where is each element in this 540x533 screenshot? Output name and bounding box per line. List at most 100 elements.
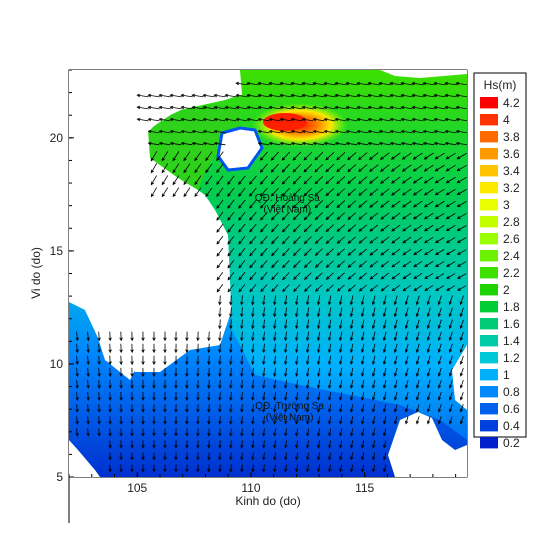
wave-arrow-shaft: [230, 440, 232, 448]
wave-arrow-head: [350, 444, 354, 449]
wave-arrow-head: [426, 420, 431, 425]
wave-arrow-shaft: [227, 223, 235, 233]
wave-arrow-head: [404, 372, 409, 377]
wave-arrow-head: [141, 432, 145, 437]
wave-arrow-head: [235, 81, 240, 86]
wave-arrow-shaft: [306, 428, 310, 436]
wave-arrow-shaft: [456, 82, 467, 86]
wave-arrow-shaft: [416, 331, 420, 341]
wave-arrow-head: [328, 456, 332, 461]
wave-arrow-head: [338, 301, 343, 306]
wave-arrow-head: [284, 468, 288, 473]
wave-arrow-head: [251, 456, 255, 461]
wave-arrow-head: [262, 325, 266, 330]
wave-arrow-shaft: [346, 94, 358, 98]
wave-arrow-shaft: [427, 319, 431, 329]
wave-arrow-head: [456, 239, 461, 243]
wave-arrow-head: [108, 420, 112, 425]
wave-arrow-shaft: [361, 379, 365, 389]
wave-arrow-shaft: [449, 404, 453, 412]
wave-arrow-head: [213, 93, 218, 98]
wave-arrow-head: [317, 420, 321, 425]
wave-arrow-shaft: [413, 260, 423, 268]
wave-arrow-head: [367, 129, 372, 134]
hainan-island: [216, 126, 264, 172]
wave-arrow-shaft: [347, 188, 357, 196]
wave-arrow-head: [238, 216, 242, 221]
wave-arrow-shaft: [271, 211, 279, 221]
wave-arrow-head: [273, 361, 277, 366]
wave-arrow-head: [356, 93, 361, 98]
wave-arrow-shaft: [328, 404, 332, 412]
wave-arrow-shaft: [325, 176, 335, 184]
wave-arrow-head: [369, 180, 373, 184]
wave-arrow-shaft: [405, 319, 409, 329]
wave-arrow-head: [216, 288, 221, 293]
colorbar-level-label: 1.8: [503, 300, 520, 314]
wave-arrow-shaft: [339, 464, 343, 472]
wave-arrow-shaft: [424, 224, 434, 232]
wave-arrow-head: [393, 301, 398, 306]
wave-arrow-head: [301, 129, 306, 134]
wave-arrow-shaft: [317, 343, 321, 353]
wave-arrow-head: [163, 361, 167, 366]
wave-arrow-head: [152, 373, 156, 378]
wave-arrow-shaft: [357, 130, 369, 134]
wave-arrow-head: [141, 468, 145, 473]
wave-arrow-shaft: [350, 367, 354, 377]
wave-arrow-shaft: [293, 187, 301, 197]
wave-arrow-shaft: [260, 284, 268, 292]
wave-arrow-shaft: [282, 284, 290, 292]
wave-arrow-head: [378, 93, 383, 98]
wave-arrow-head: [130, 337, 134, 342]
wave-arrow-shaft: [227, 272, 235, 280]
wave-arrow-head: [411, 105, 416, 110]
wave-arrow-head: [360, 349, 365, 354]
wave-arrow-shaft: [391, 176, 401, 184]
wave-arrow-shaft: [339, 379, 343, 389]
wave-arrow-shaft: [241, 295, 243, 305]
wave-arrow-head: [158, 129, 163, 134]
wave-arrow-head: [218, 337, 222, 342]
wave-arrow-shaft: [413, 200, 423, 208]
wave-arrow-shaft: [435, 285, 445, 291]
wave-arrow-shaft: [435, 273, 445, 279]
wave-arrow-head: [391, 287, 396, 292]
wave-arrow-head: [194, 193, 198, 198]
wave-arrow-shaft: [293, 224, 301, 232]
x-tick-label: 110: [241, 481, 260, 495]
wave-arrow-head: [303, 192, 308, 197]
wave-arrow-shaft: [457, 225, 467, 231]
wave-arrow-shaft: [335, 142, 347, 146]
wave-arrow-head: [382, 408, 387, 413]
wave-arrow-shaft: [315, 236, 323, 244]
wave-arrow-shaft: [314, 163, 324, 173]
wave-arrow-shaft: [424, 188, 434, 196]
wave-arrow-head: [270, 192, 275, 197]
wave-arrow-shaft: [438, 331, 442, 341]
wave-arrow-shaft: [247, 94, 259, 98]
wave-arrow-head: [273, 337, 277, 342]
wave-arrow-head: [86, 373, 90, 378]
wave-arrow-head: [325, 276, 330, 280]
wave-arrow-head: [356, 81, 361, 86]
wave-arrow-head: [108, 385, 112, 389]
wave-arrow-head: [273, 468, 277, 473]
wave-arrow-shaft: [98, 331, 100, 341]
wave-arrow-head: [317, 456, 321, 461]
wave-arrow-shaft: [390, 118, 402, 122]
wave-arrow-head: [323, 105, 328, 110]
wave-arrow-head: [290, 141, 295, 146]
wave-arrow-shaft: [391, 236, 401, 244]
wave-arrow-shaft: [249, 235, 257, 245]
wave-arrow-head: [347, 264, 352, 268]
wave-arrow-head: [339, 468, 343, 473]
wave-arrow-shaft: [317, 307, 321, 317]
wave-arrow-head: [325, 192, 330, 197]
wave-arrow-head: [448, 384, 453, 389]
wave-arrow-head: [328, 468, 332, 473]
wave-arrow-head: [282, 276, 286, 281]
wave-arrow-shaft: [172, 163, 180, 173]
wave-arrow-head: [97, 385, 101, 389]
wave-arrow-shaft: [87, 367, 89, 377]
